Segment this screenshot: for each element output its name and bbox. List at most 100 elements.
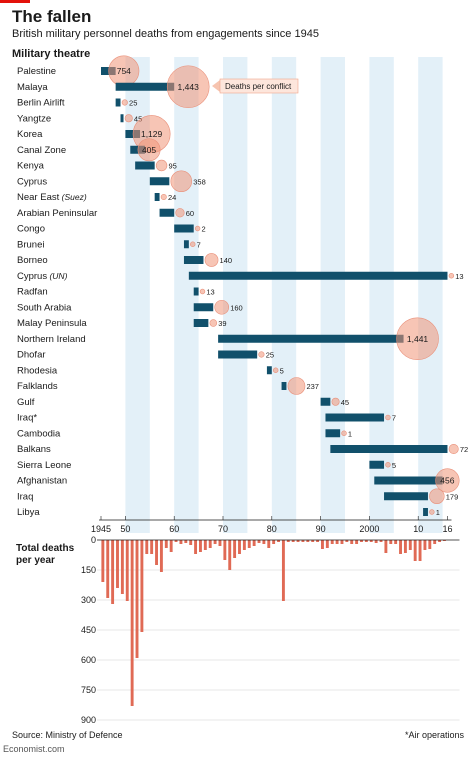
yearly-death-bar xyxy=(267,540,271,548)
death-count-label: 140 xyxy=(220,256,233,265)
theatre-row: Gulf 45 xyxy=(17,397,349,408)
yearly-death-bar xyxy=(189,540,193,545)
year-tick-label: 2000 xyxy=(359,524,379,534)
yearly-death-bar xyxy=(145,540,149,554)
duration-bar xyxy=(369,460,385,469)
panel-heading: Military theatre xyxy=(12,48,90,60)
y-tick-label: 450 xyxy=(81,625,96,635)
yearly-death-bar xyxy=(384,540,388,553)
theatre-label: Libya xyxy=(17,507,40,518)
death-bubble xyxy=(137,138,161,162)
yearly-death-bar xyxy=(116,540,119,588)
death-bubble xyxy=(396,317,439,361)
death-count-label: 237 xyxy=(306,382,319,391)
yearly-death-bar xyxy=(369,540,373,542)
death-bubble xyxy=(341,430,347,436)
theatre-label: Canal Zone xyxy=(17,145,66,156)
brand-mark: Economist.com xyxy=(3,744,65,754)
yearly-death-bar xyxy=(296,540,300,542)
death-bubble xyxy=(385,414,391,421)
yearly-death-bar xyxy=(291,540,295,542)
death-bubble xyxy=(155,159,168,172)
theatre-label: Near East (Suez) xyxy=(17,192,87,203)
theatre-row: Arabian Peninsular 60 xyxy=(17,208,194,219)
death-count-label: 13 xyxy=(206,288,214,297)
death-bubble xyxy=(273,367,279,373)
death-count-label: 24 xyxy=(168,193,176,202)
death-count-label: 179 xyxy=(446,492,459,501)
year-tick-label: 90 xyxy=(316,524,326,534)
yearly-death-bar xyxy=(120,540,124,594)
bubble-legend: Deaths per conflict xyxy=(212,78,299,94)
decade-band xyxy=(418,57,443,533)
yearly-death-bar xyxy=(106,540,110,598)
y-tick-label: 900 xyxy=(81,715,96,725)
yearly-death-bar xyxy=(247,540,251,548)
death-bubble xyxy=(166,65,210,109)
theatre-label: Brunei xyxy=(17,239,44,250)
theatre-label: Radfan xyxy=(17,287,48,298)
theatre-label: Malaya xyxy=(17,82,48,93)
duration-bar xyxy=(330,445,448,453)
yearly-death-bar xyxy=(277,540,280,542)
theatre-label: Yangtze xyxy=(17,113,51,124)
year-tick-label: 70 xyxy=(218,524,228,534)
theatre-row: Borneo 140 xyxy=(17,253,233,267)
theatre-label-suffix: (Suez) xyxy=(59,192,87,202)
year-tick-label: 10 xyxy=(413,524,423,534)
death-bubble xyxy=(170,170,193,193)
theatre-row: Iraq* 7 xyxy=(17,413,396,424)
y-tick-label: 750 xyxy=(81,685,96,695)
theatre-label: Sierra Leone xyxy=(17,460,71,471)
chart-subtitle: British military personnel deaths from e… xyxy=(12,28,319,40)
yearly-death-bar xyxy=(360,540,363,542)
yearly-death-bar xyxy=(374,540,378,543)
death-count-label: 7 xyxy=(197,240,201,249)
death-bubble xyxy=(121,99,128,106)
yearly-death-bar xyxy=(301,540,305,542)
yearly-death-bar xyxy=(438,540,442,542)
theatre-row: Brunei 7 xyxy=(17,239,201,250)
duration-bar xyxy=(135,161,155,170)
theatre-label: Berlin Airlift xyxy=(17,98,65,109)
duration-bar xyxy=(115,82,175,91)
death-bubble xyxy=(124,114,133,123)
duration-bar xyxy=(154,193,160,201)
death-bubble xyxy=(175,208,185,218)
theatre-row: Sierra Leone 5 xyxy=(17,460,396,471)
duration-bar xyxy=(174,224,194,233)
death-bubble xyxy=(160,193,167,201)
yearly-death-bar xyxy=(286,540,290,542)
theatre-label: Afghanistan xyxy=(17,476,67,487)
death-count-label: 95 xyxy=(168,162,176,171)
yearly-death-bar xyxy=(345,540,349,542)
theatre-label: Gulf xyxy=(17,397,35,408)
yearly-death-bar xyxy=(311,540,315,542)
death-bubble xyxy=(287,377,306,395)
duration-bar xyxy=(193,303,214,312)
yearly-death-bar xyxy=(111,540,115,604)
yearly-death-bar xyxy=(325,540,329,548)
theatre-row: Northern Ireland 1,441 xyxy=(17,317,439,361)
yearly-death-bar xyxy=(428,540,432,549)
yearly-death-bar xyxy=(389,540,393,544)
yearly-death-bar xyxy=(169,540,173,552)
theatre-row: Malay Peninsula 39 xyxy=(17,318,227,329)
yearly-death-bar xyxy=(164,540,168,548)
duration-bar xyxy=(193,287,199,296)
yearly-death-bar xyxy=(330,540,334,544)
theatre-label-suffix: (UN) xyxy=(47,271,67,281)
yearly-death-bar xyxy=(223,540,227,560)
death-count-label: 754 xyxy=(117,66,131,76)
y-tick-label: 600 xyxy=(81,655,96,665)
death-bubble xyxy=(199,288,206,295)
theatre-label: South Arabia xyxy=(17,302,72,313)
yearly-death-bar xyxy=(403,540,407,553)
theatre-label: Northern Ireland xyxy=(17,334,86,345)
death-bubble xyxy=(214,299,230,315)
theatre-row: Near East (Suez) 24 xyxy=(17,192,176,203)
legend-box xyxy=(219,78,299,94)
decade-band xyxy=(271,57,297,533)
theatre-row: Dhofar 25 xyxy=(17,350,274,361)
theatre-row: Libya 1 xyxy=(17,507,440,518)
